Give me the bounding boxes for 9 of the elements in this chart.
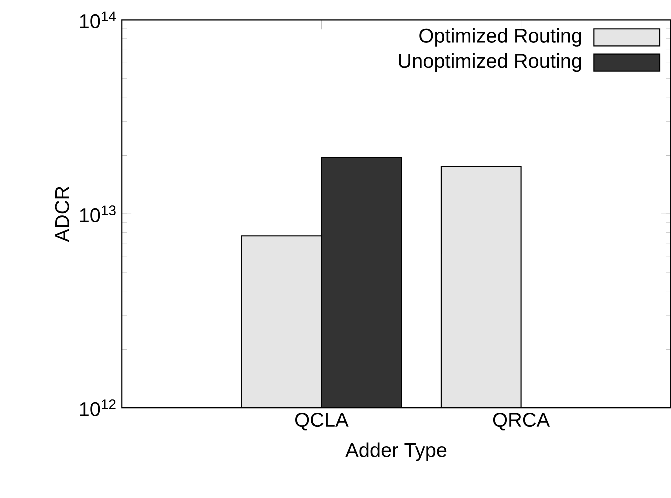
- y-axis-title: ADCR: [55, 186, 70, 242]
- x-axis-title: Adder Type: [346, 442, 447, 462]
- x-tick-label: QRCA: [493, 412, 550, 431]
- y-tick-label: 10$^{13}$: [80, 206, 116, 223]
- x-tick-label: QCLA: [296, 412, 349, 431]
- y-tick-label: 10$^{14}$: [80, 12, 116, 29]
- legend-label: Optimized Routing: [420, 28, 582, 47]
- y-tick-label: 10$^{12}$: [80, 400, 116, 416]
- legend-label: Unoptimized Routing: [399, 54, 582, 72]
